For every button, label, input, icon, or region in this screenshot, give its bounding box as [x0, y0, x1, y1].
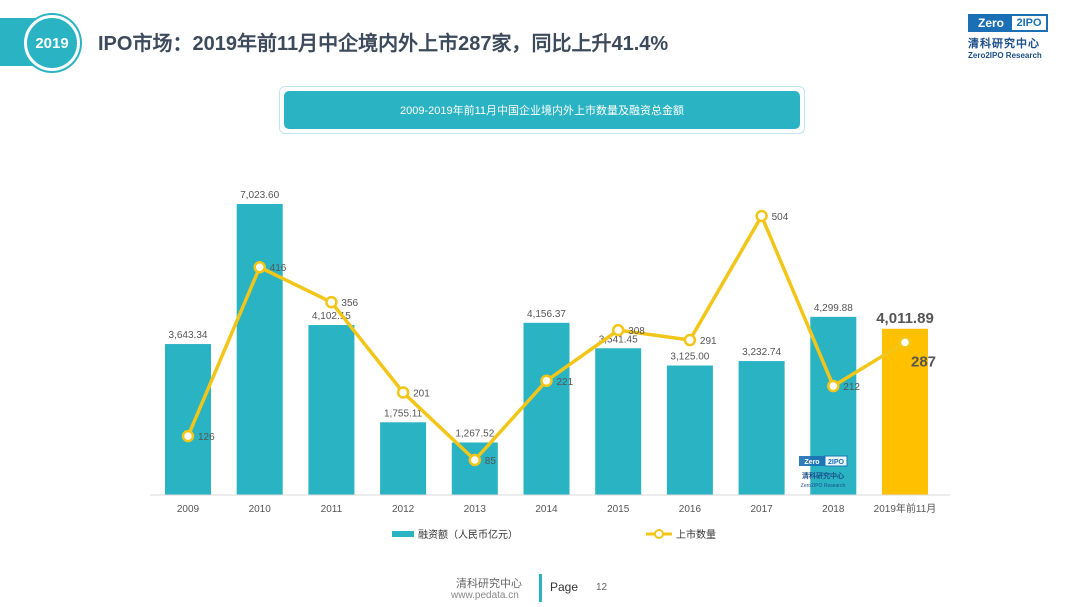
- x-tick-label-2014: 2014: [535, 504, 558, 515]
- page-title: IPO市场：2019年前11月中企境内外上市287家，同比上升41.4%: [98, 33, 669, 55]
- bar-2017: [738, 361, 785, 495]
- logo-right-text: 2IPO: [1012, 16, 1046, 30]
- bar-labels-layer: 3,643.34 7,023.60 4,102.15 1,755.11 1,267.52…: [169, 190, 934, 439]
- bar-label-2013: 1,267.52: [455, 428, 494, 439]
- watermark-logo-left: [799, 456, 825, 466]
- footer-page-label: Page: [550, 580, 579, 594]
- line-layer: [181, 209, 912, 467]
- bar-2012: [380, 422, 427, 495]
- axis-layer: 2009 2010 2011 2012 2013 2014 2015 2016 2017 2018…: [150, 494, 950, 515]
- line-point-2012: [396, 386, 410, 399]
- bar-label-2019年前11月: 4,011.89: [876, 310, 934, 327]
- x-tick-label-2015: 2015: [607, 504, 630, 515]
- chart-title-frame: 2009-2019年前11月中国企业境内外上市数量及融资总金额: [279, 86, 805, 134]
- watermark-logo-right-text: 2IPO: [828, 459, 845, 466]
- bar-2019年前11月: [882, 328, 928, 495]
- footer-url: www.pedata.cn: [451, 590, 519, 601]
- line-label-2012: 201: [413, 388, 430, 399]
- line-point-2013: [468, 453, 482, 467]
- footer-page-number: 12: [596, 582, 608, 593]
- x-tick-label-2010: 2010: [249, 504, 272, 515]
- bar-2009: [165, 344, 211, 495]
- line-point-2019年前11月: [898, 336, 912, 349]
- bar-label-2010: 7,023.60: [240, 190, 279, 201]
- bar-label-2015: 3,541.45: [599, 334, 638, 345]
- line-label-2015: 308: [628, 326, 645, 337]
- logo-cn-text: 清科研究中心: [968, 38, 1040, 50]
- logo-left-text: Zero: [970, 16, 1012, 30]
- bar-label-2017: 3,232.74: [742, 347, 781, 358]
- year-badge: 2019: [24, 15, 80, 71]
- line-label-2016: 291: [700, 336, 717, 347]
- x-tick-label-2009: 2009: [177, 504, 200, 515]
- x-tick-label-2019年前11月: 2019年前11月: [874, 502, 937, 515]
- legend-line-label: 上市数量: [676, 528, 716, 541]
- bar-label-2016: 3,125.00: [670, 352, 709, 363]
- watermark-logo-right: [824, 455, 848, 467]
- line-label-2014: 221: [557, 377, 574, 388]
- legend-bar-swatch: [392, 531, 414, 537]
- bar-2014: [523, 322, 570, 495]
- chart-title: 2009-2019年前11月中国企业境内外上市数量及融资总金额: [284, 91, 800, 129]
- x-tick-label-2016: 2016: [679, 504, 702, 515]
- bar-label-2009: 3,643.34: [169, 330, 208, 341]
- bar-2010: [236, 204, 283, 495]
- line-point-2018: [827, 379, 840, 393]
- header: 2019 IPO市场：2019年前11月中企境内外上市287家，同比上升41.4…: [0, 0, 1080, 84]
- x-tick-label-2017: 2017: [750, 504, 773, 515]
- line-label-2009: 126: [198, 432, 215, 443]
- line-label-2017: 504: [772, 212, 789, 223]
- footer-separator: [539, 574, 542, 602]
- x-tick-label-2018: 2018: [822, 504, 845, 515]
- watermark-en-text: Zero2IPO Research: [801, 483, 846, 489]
- legend-bar-label: 融资额（人民币亿元）: [418, 528, 518, 541]
- line-label-2013: 85: [485, 456, 497, 467]
- logo-mark: Zero 2IPO: [968, 14, 1048, 32]
- line-point-2011: [325, 295, 338, 309]
- line-label-2010: 416: [270, 263, 287, 274]
- bar-label-2012: 1,755.11: [384, 408, 423, 419]
- line-point-2016: [683, 333, 697, 347]
- bar-label-2014: 4,156.37: [527, 309, 566, 320]
- watermark-cn-text: 清科研究中心: [802, 471, 844, 480]
- zero2ipo-logo: Zero 2IPO 清科研究中心 Zero2IPO Research: [968, 14, 1048, 62]
- line-point-2009: [181, 429, 195, 443]
- line-labels-layer: 126 416 356 201 85 221 308 291 504 212 287: [198, 212, 936, 467]
- line-label-2018: 212: [843, 382, 860, 393]
- footer-org: 清科研究中心: [456, 578, 522, 590]
- line-label-2011: 356: [341, 298, 358, 309]
- line-point-2017: [755, 209, 768, 223]
- x-tick-label-2012: 2012: [392, 504, 415, 515]
- legend-line-marker: [654, 529, 664, 539]
- line-label-2019年前11月: 287: [911, 353, 936, 370]
- bar-2016: [666, 365, 713, 495]
- watermark-layer: Zero 2IPO 清科研究中心 Zero2IPO Research: [799, 455, 848, 489]
- legend: 融资额（人民币亿元） 上市数量: [392, 528, 716, 541]
- bar-2011: [308, 325, 355, 495]
- x-tick-label-2011: 2011: [321, 504, 343, 515]
- line-point-2014: [540, 374, 553, 388]
- bar-2015: [595, 348, 642, 495]
- bars-layer: [165, 204, 928, 495]
- bar-2013: [451, 442, 498, 495]
- bar-label-2018: 4,299.88: [814, 303, 853, 314]
- x-tick-label-2013: 2013: [464, 504, 487, 515]
- logo-en-text: Zero2IPO Research: [968, 51, 1042, 60]
- watermark-logo-left-text: Zero: [804, 459, 819, 466]
- bar-label-2011: 4,102.15: [312, 311, 351, 322]
- line-point-2015: [611, 323, 625, 337]
- line-point-2010: [253, 260, 266, 274]
